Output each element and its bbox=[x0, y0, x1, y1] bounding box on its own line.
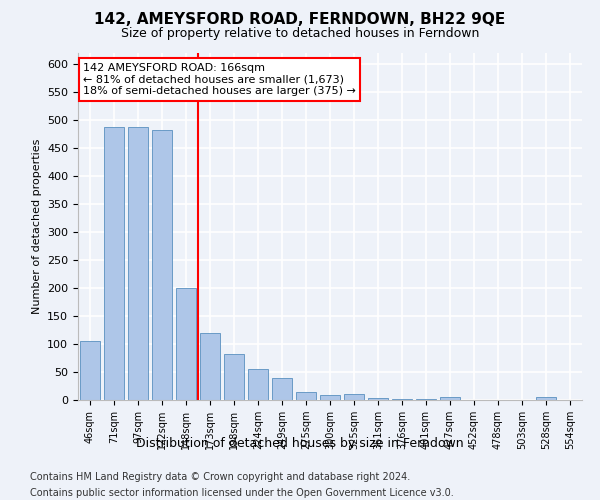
Bar bbox=[440, 396, 460, 400]
Text: 142 AMEYSFORD ROAD: 166sqm
← 81% of detached houses are smaller (1,673)
18% of s: 142 AMEYSFORD ROAD: 166sqm ← 81% of deta… bbox=[83, 63, 356, 96]
Bar bbox=[152, 130, 172, 400]
Bar bbox=[272, 378, 292, 400]
Bar bbox=[536, 396, 556, 400]
Bar bbox=[248, 369, 268, 400]
Text: 142, AMEYSFORD ROAD, FERNDOWN, BH22 9QE: 142, AMEYSFORD ROAD, FERNDOWN, BH22 9QE bbox=[94, 12, 506, 28]
Text: Size of property relative to detached houses in Ferndown: Size of property relative to detached ho… bbox=[121, 28, 479, 40]
Bar bbox=[320, 395, 340, 400]
Bar bbox=[104, 127, 124, 400]
Bar bbox=[344, 394, 364, 400]
Text: Contains public sector information licensed under the Open Government Licence v3: Contains public sector information licen… bbox=[30, 488, 454, 498]
Bar bbox=[176, 288, 196, 400]
Bar bbox=[224, 354, 244, 400]
Bar bbox=[200, 332, 220, 400]
Y-axis label: Number of detached properties: Number of detached properties bbox=[32, 138, 41, 314]
Text: Contains HM Land Registry data © Crown copyright and database right 2024.: Contains HM Land Registry data © Crown c… bbox=[30, 472, 410, 482]
Bar bbox=[80, 341, 100, 400]
Bar bbox=[368, 398, 388, 400]
Bar bbox=[128, 127, 148, 400]
Bar bbox=[296, 392, 316, 400]
Text: Distribution of detached houses by size in Ferndown: Distribution of detached houses by size … bbox=[136, 438, 464, 450]
